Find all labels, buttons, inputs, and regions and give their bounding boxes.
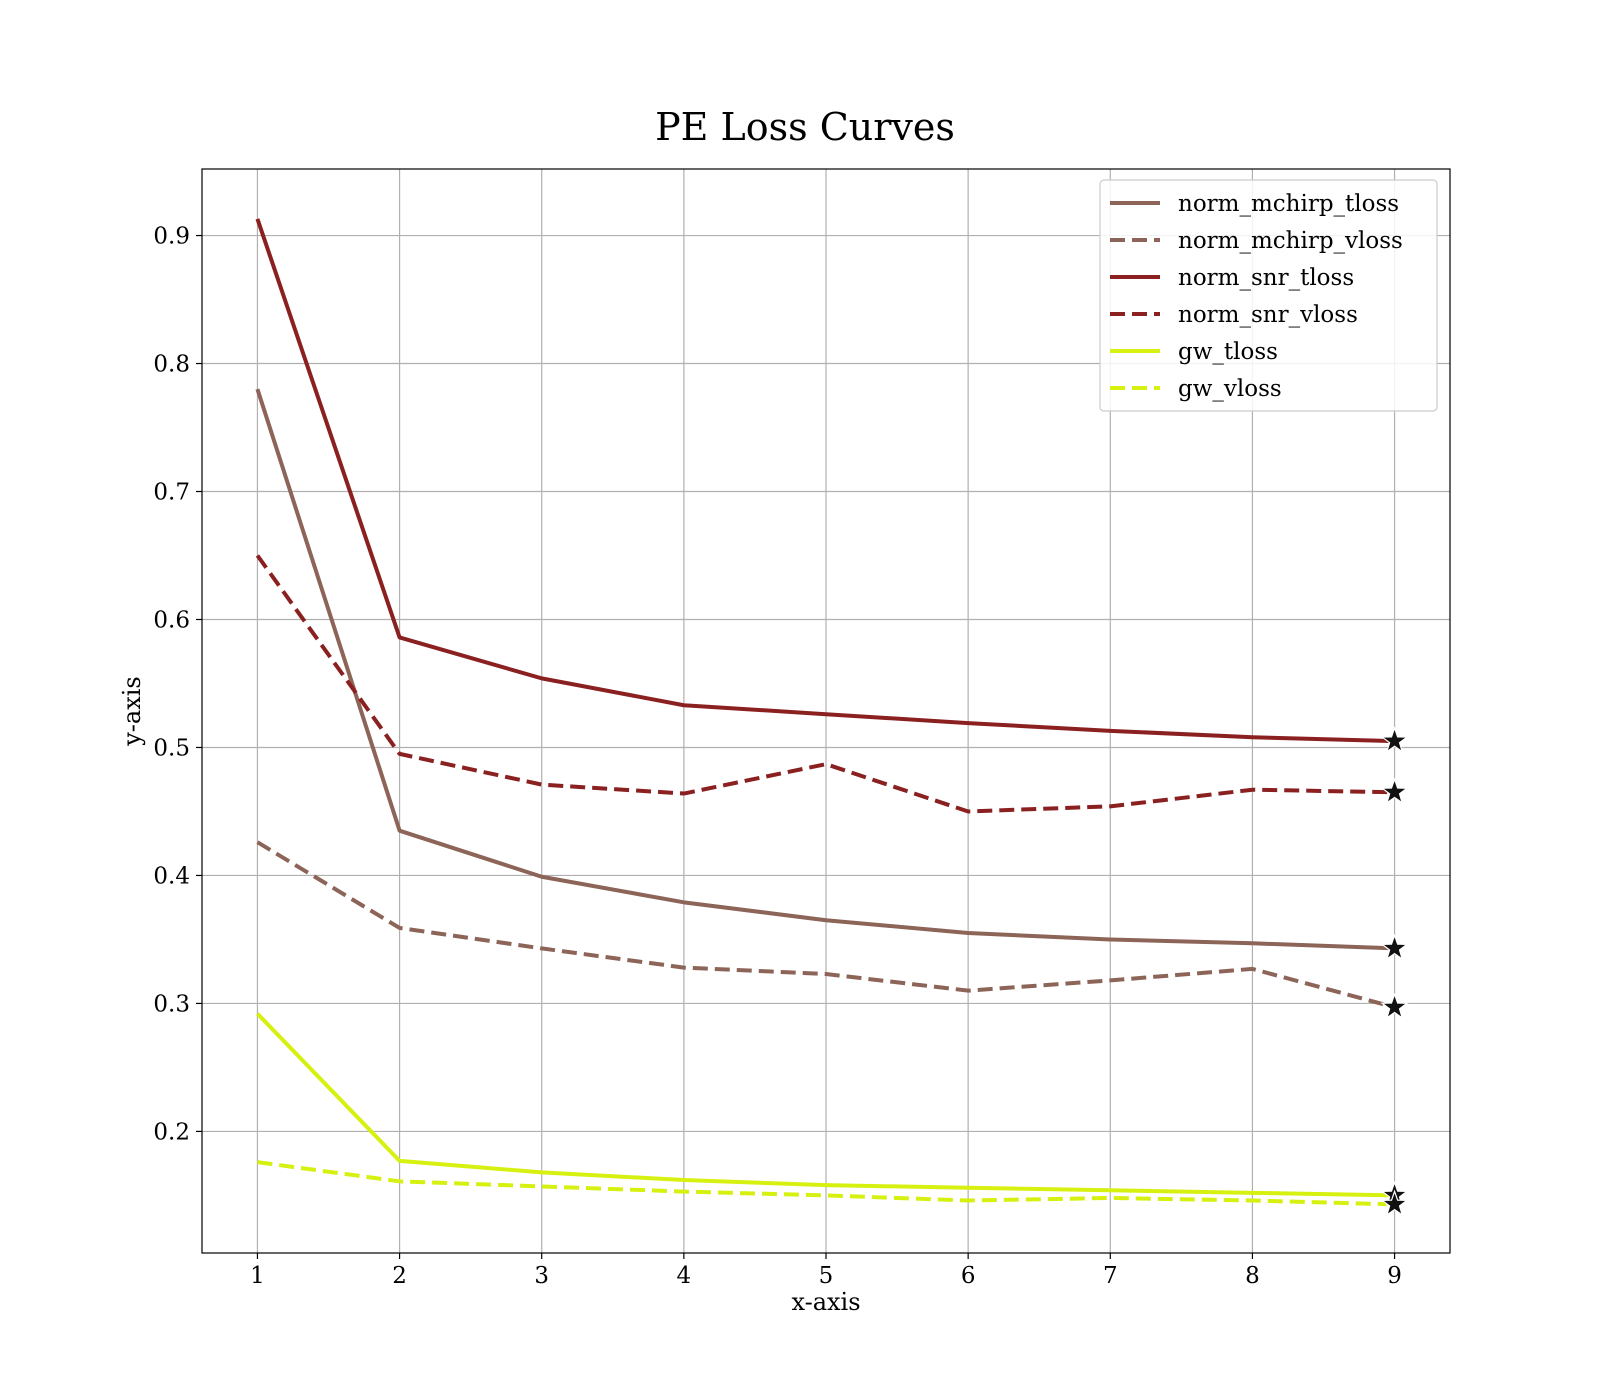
star-marker-norm_mchirp_tloss <box>1380 933 1409 961</box>
end-markers <box>1380 726 1409 1217</box>
y-tick-label: 0.8 <box>153 352 190 378</box>
x-tick-label: 5 <box>819 1263 834 1289</box>
x-ticks: 1 2 3 4 5 6 7 8 9 <box>250 1253 1402 1289</box>
x-tick-label: 9 <box>1387 1263 1402 1289</box>
legend-label-norm_snr_vloss: norm_snr_vloss <box>1178 302 1358 328</box>
star-marker-gw_vloss <box>1380 1189 1409 1217</box>
series-line-norm_snr_tloss <box>255 218 1395 744</box>
series-line-gw_vloss <box>257 1160 1395 1207</box>
x-tick-label: 6 <box>961 1263 976 1289</box>
x-tick-label: 4 <box>677 1263 692 1289</box>
x-tick-label: 8 <box>1245 1263 1260 1289</box>
y-ticks: 0.2 0.3 0.4 0.5 0.6 0.7 0.8 0.9 <box>153 224 202 1145</box>
series-lines <box>255 218 1396 1207</box>
legend-label-norm_snr_tloss: norm_snr_tloss <box>1178 265 1354 291</box>
chart-title: PE Loss Curves <box>655 105 955 149</box>
series-line-norm_mchirp_tloss <box>255 388 1395 951</box>
series-line-norm_mchirp_vloss <box>256 840 1396 1010</box>
legend-box <box>1099 179 1438 412</box>
legend-label-gw_tloss: gw_tloss <box>1178 339 1278 365</box>
star-marker-norm_snr_vloss <box>1380 777 1409 805</box>
grid <box>202 169 1450 1253</box>
x-tick-label: 1 <box>250 1263 265 1289</box>
y-tick-label: 0.4 <box>153 863 190 889</box>
series-line-norm_snr_vloss <box>255 554 1395 814</box>
y-tick-label: 0.6 <box>153 607 190 633</box>
y-tick-label: 0.5 <box>153 735 190 761</box>
x-axis-label: x-axis <box>791 1288 860 1316</box>
x-tick-label: 7 <box>1103 1263 1118 1289</box>
legend-label-gw_vloss: gw_vloss <box>1178 376 1282 402</box>
legend-label-norm_mchirp_tloss: norm_mchirp_tloss <box>1178 191 1399 217</box>
y-tick-label: 0.7 <box>153 480 190 506</box>
legend-label-norm_mchirp_vloss: norm_mchirp_vloss <box>1178 228 1403 254</box>
legend: norm_mchirp_tloss norm_mchirp_vloss norm_s… <box>1099 179 1438 412</box>
star-marker-norm_snr_tloss <box>1380 726 1409 754</box>
x-tick-label: 2 <box>392 1263 407 1289</box>
x-tick-label: 3 <box>534 1263 549 1289</box>
y-axis-label: y-axis <box>118 676 146 747</box>
star-marker-norm_mchirp_vloss <box>1380 992 1409 1020</box>
y-tick-label: 0.9 <box>153 224 190 250</box>
series-line-gw_tloss <box>256 1012 1395 1198</box>
y-tick-label: 0.3 <box>153 991 190 1017</box>
y-tick-label: 0.2 <box>153 1119 190 1145</box>
